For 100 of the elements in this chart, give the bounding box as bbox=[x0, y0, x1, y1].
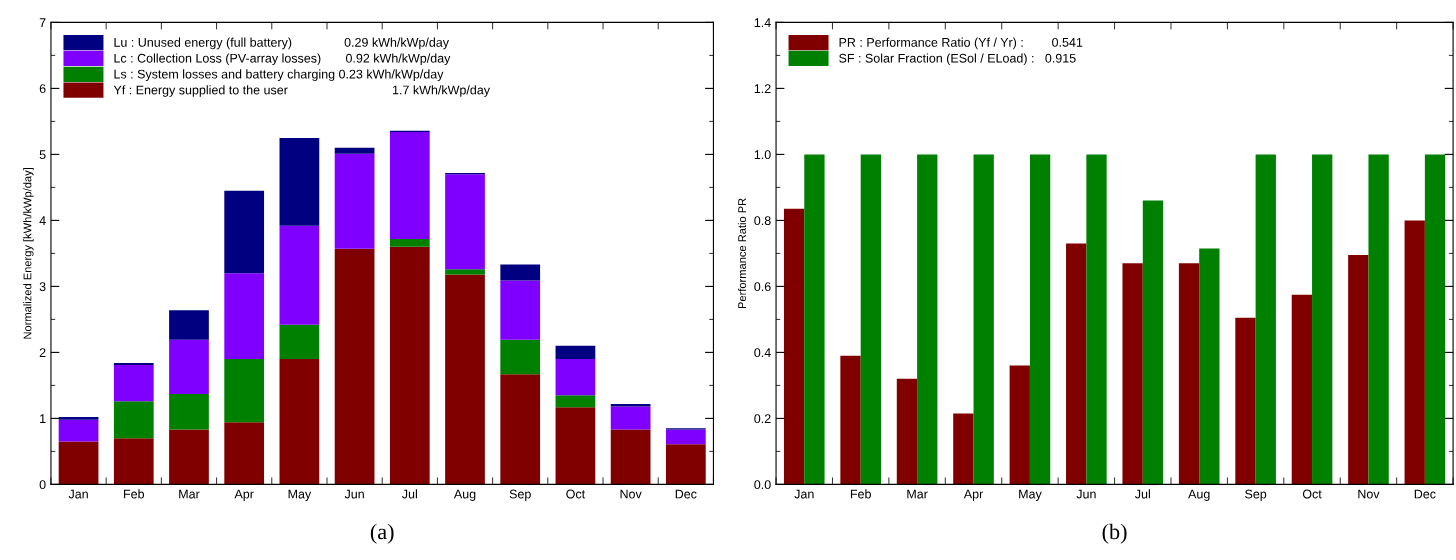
bar bbox=[1142, 200, 1164, 485]
y-tick-label: 3 bbox=[39, 282, 46, 292]
bar bbox=[783, 208, 805, 485]
x-tick-label: Feb bbox=[124, 489, 145, 499]
bar bbox=[389, 131, 430, 239]
bar bbox=[1368, 154, 1389, 485]
bar bbox=[500, 374, 541, 485]
bar bbox=[334, 147, 375, 154]
y-tick-label: 0.4 bbox=[754, 348, 771, 358]
bar bbox=[896, 378, 918, 485]
legend-label: PR : Performance Ratio (Yf / Yr) : 0.541 bbox=[839, 37, 1083, 50]
bar bbox=[953, 413, 974, 485]
bar bbox=[804, 154, 825, 485]
x-tick-label: Oct bbox=[566, 489, 586, 499]
x-tick-label: Apr bbox=[234, 489, 254, 501]
bar bbox=[1348, 255, 1369, 485]
x-tick-label: Jul bbox=[402, 489, 417, 499]
bar bbox=[224, 190, 265, 274]
bar bbox=[334, 153, 375, 249]
legend-label: Ls : System losses and battery charging 0.23 kWh/kWp/day bbox=[114, 69, 444, 81]
x-tick-label: Jan bbox=[794, 489, 814, 499]
y-tick-label: 5 bbox=[39, 150, 46, 160]
y-tick-label: 1 bbox=[40, 414, 46, 423]
bar bbox=[224, 422, 265, 485]
bar bbox=[445, 174, 485, 270]
x-tick-label: Jul bbox=[1134, 489, 1150, 499]
y-tick-label: 7 bbox=[39, 18, 46, 27]
bar bbox=[1235, 317, 1256, 485]
bar bbox=[665, 444, 706, 485]
y-tick-label: 1.2 bbox=[754, 84, 771, 93]
x-tick-label: Dec bbox=[675, 489, 697, 499]
x-tick-label: Aug bbox=[1188, 489, 1210, 501]
x-tick-label: Aug bbox=[453, 489, 476, 501]
bar bbox=[500, 264, 541, 281]
bar bbox=[389, 246, 430, 485]
x-tick-label: Feb bbox=[850, 489, 871, 499]
legend-label: Lu : Unused energy (full battery) 0.29 kWh/kWp/day bbox=[114, 37, 449, 50]
x-tick-label: Mar bbox=[179, 489, 200, 499]
bar bbox=[1178, 263, 1200, 485]
bar bbox=[224, 359, 265, 423]
bar bbox=[389, 238, 430, 247]
bar bbox=[1122, 263, 1143, 485]
bar bbox=[445, 269, 485, 275]
y-tick-label: 1.4 bbox=[754, 18, 771, 27]
x-tick-label: Sep bbox=[509, 489, 531, 501]
legend-label: Yf : Energy supplied to the user 1.7 kWh/kWp/day bbox=[113, 85, 490, 97]
legend-label: Lc : Collection Loss (PV-array losses) 0.92 kWh/kWp/day bbox=[114, 53, 451, 66]
bar bbox=[58, 419, 99, 442]
x-tick-label: Nov bbox=[1358, 489, 1380, 499]
y-tick-label: 0.8 bbox=[754, 216, 771, 226]
y-tick-label: 0.6 bbox=[754, 282, 771, 292]
bar bbox=[58, 441, 99, 485]
bar bbox=[1199, 248, 1220, 485]
bar bbox=[113, 438, 154, 485]
bar bbox=[1255, 154, 1276, 485]
text: (b) bbox=[1102, 523, 1127, 544]
y-tick-label: 0.0 bbox=[754, 480, 771, 490]
bar bbox=[1312, 154, 1333, 485]
y-tick-label: 6 bbox=[39, 84, 46, 94]
x-tick-label: Apr bbox=[963, 489, 984, 501]
bar bbox=[58, 417, 99, 420]
x-tick-label: Nov bbox=[620, 489, 642, 499]
bar bbox=[1424, 154, 1446, 485]
bar bbox=[1029, 154, 1051, 485]
x-tick-label: Sep bbox=[1245, 489, 1267, 501]
x-tick-label: May bbox=[1019, 489, 1042, 501]
bar bbox=[555, 359, 596, 396]
bar bbox=[169, 429, 209, 485]
bar bbox=[555, 345, 596, 359]
y-tick-label: 4 bbox=[39, 216, 46, 225]
legend-label: SF : Solar Fraction (ESol / ELoad) : 0.915 bbox=[839, 53, 1076, 66]
y-tick-label: 0.2 bbox=[754, 414, 771, 424]
bar bbox=[555, 407, 596, 485]
x-tick-label: Jun bbox=[344, 489, 364, 499]
y-axis-title: Normalized Energy [kWh/kWp/day] bbox=[23, 168, 34, 339]
x-tick-label: Oct bbox=[1302, 489, 1322, 499]
bar bbox=[840, 355, 861, 485]
bar bbox=[860, 154, 881, 485]
bar bbox=[279, 225, 320, 325]
y-tick-label: 2 bbox=[39, 348, 46, 357]
bar bbox=[973, 154, 994, 485]
bar bbox=[1066, 243, 1087, 485]
bar bbox=[917, 154, 938, 485]
bar bbox=[445, 274, 485, 485]
bar bbox=[169, 339, 209, 394]
bar bbox=[279, 324, 320, 359]
bar bbox=[224, 273, 265, 359]
bar bbox=[610, 406, 651, 430]
bar bbox=[610, 403, 651, 407]
bar bbox=[1009, 365, 1030, 485]
bar bbox=[279, 359, 320, 485]
text: (a) bbox=[370, 523, 394, 544]
bar bbox=[1086, 154, 1107, 485]
x-tick-label: Mar bbox=[907, 489, 928, 499]
bar bbox=[279, 137, 320, 226]
y-tick-label: 0 bbox=[39, 480, 46, 490]
bar bbox=[334, 248, 375, 485]
bar bbox=[665, 429, 706, 445]
y-axis-title: Performance Ratio PR bbox=[737, 198, 747, 309]
x-tick-label: May bbox=[288, 489, 312, 501]
